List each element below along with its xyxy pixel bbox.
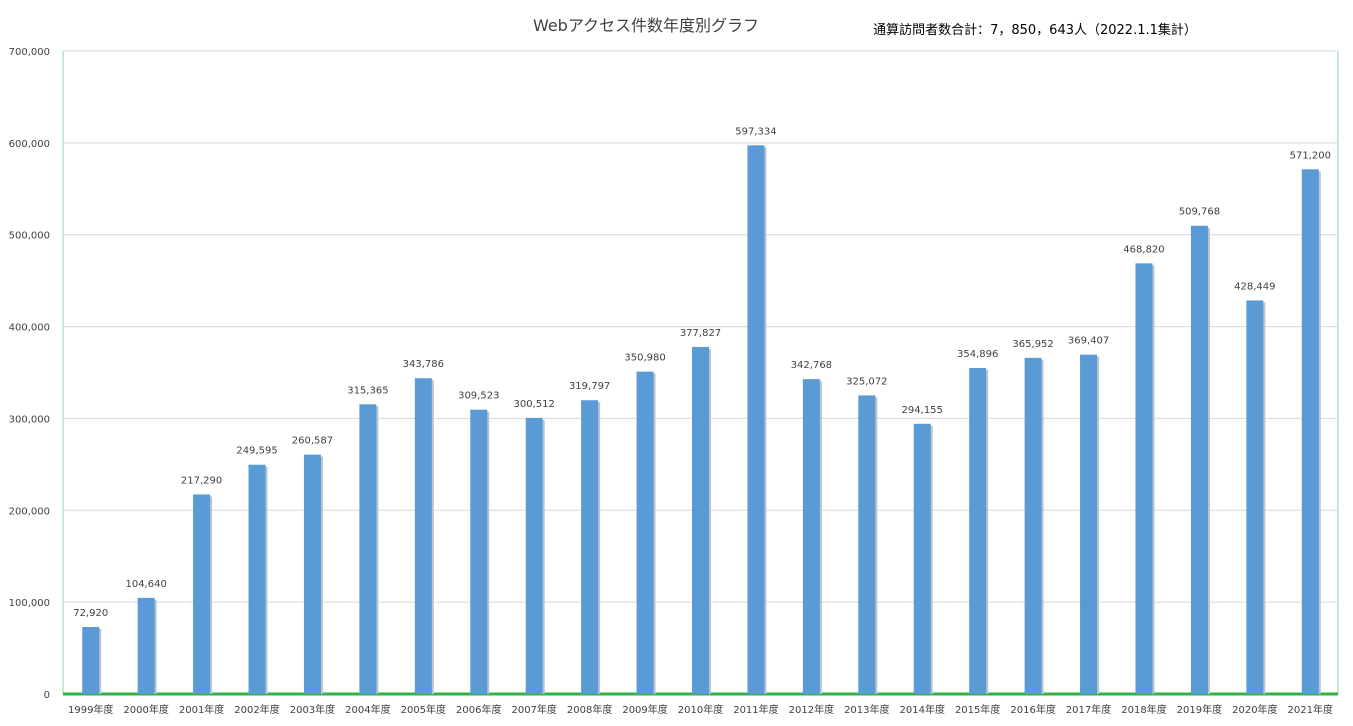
y-tick-label: 100,000 xyxy=(9,598,50,609)
y-tick-label: 0 xyxy=(44,690,50,701)
data-label: 571,200 xyxy=(1290,150,1331,161)
x-tick-label: 2016年度 xyxy=(1010,703,1055,716)
x-tick-label: 2015年度 xyxy=(955,703,1000,716)
data-label: 217,290 xyxy=(181,475,222,486)
x-tick-label: 2018年度 xyxy=(1121,703,1166,716)
bar xyxy=(1190,225,1208,694)
bar xyxy=(82,627,100,694)
x-tick-label: 2003年度 xyxy=(290,703,335,716)
data-label: 354,896 xyxy=(957,349,998,360)
bar xyxy=(747,145,765,695)
chart-title: Webアクセス件数年度別グラフ xyxy=(533,16,759,35)
x-tick-label: 2004年度 xyxy=(345,703,390,716)
bar xyxy=(1246,300,1264,694)
x-tick-label: 2009年度 xyxy=(622,703,667,716)
x-tick-label: 2014年度 xyxy=(900,703,945,716)
bar xyxy=(1024,357,1042,694)
bar xyxy=(525,417,543,694)
x-tick-label: 2019年度 xyxy=(1177,703,1222,716)
data-label: 309,523 xyxy=(458,391,499,402)
data-label: 260,587 xyxy=(292,436,333,447)
bar xyxy=(470,409,488,694)
y-tick-label: 700,000 xyxy=(9,47,50,58)
bar xyxy=(913,423,931,694)
bar xyxy=(359,404,377,694)
x-tick-label: 2012年度 xyxy=(789,703,834,716)
data-label: 315,365 xyxy=(347,385,388,396)
data-label: 249,595 xyxy=(236,446,277,457)
bar xyxy=(1301,169,1319,694)
bar xyxy=(1080,354,1098,694)
bar xyxy=(802,379,820,694)
data-label: 509,768 xyxy=(1179,207,1220,218)
data-label: 342,768 xyxy=(791,360,832,371)
data-label: 294,155 xyxy=(902,405,943,416)
y-tick-label: 300,000 xyxy=(9,414,50,425)
y-tick-label: 500,000 xyxy=(9,231,50,242)
bar xyxy=(636,371,654,694)
bar xyxy=(414,378,432,694)
x-axis-ticks: 1999年度 2000年度 2001年度 2002年度 2003年度 2004年度 2005… xyxy=(68,703,1333,716)
data-label: 597,334 xyxy=(735,126,776,137)
x-tick-label: 1999年度 xyxy=(68,703,113,716)
bar xyxy=(692,346,709,694)
bars xyxy=(82,145,1321,695)
x-tick-label: 2002年度 xyxy=(234,703,279,716)
x-tick-label: 2006年度 xyxy=(456,703,501,716)
data-label: 428,449 xyxy=(1234,281,1275,292)
x-tick-label: 2001年度 xyxy=(179,703,224,716)
y-axis-ticks: 0 100,000 200,000 300,000 400,000 500,000 600,… xyxy=(9,47,50,701)
data-label: 104,640 xyxy=(125,579,166,590)
data-label: 72,920 xyxy=(73,608,108,619)
x-tick-label: 2005年度 xyxy=(401,703,446,716)
bar xyxy=(581,400,599,694)
total-visitors-annotation: 通算訪問者数合計：7，850，643人（2022.1.1集計） xyxy=(873,22,1197,38)
bar xyxy=(193,494,211,694)
data-label: 468,820 xyxy=(1123,244,1164,255)
x-tick-label: 2000年度 xyxy=(123,703,168,716)
data-label: 300,512 xyxy=(514,399,555,410)
data-label: 350,980 xyxy=(624,353,665,364)
bar xyxy=(137,597,155,694)
x-tick-label: 2008年度 xyxy=(567,703,612,716)
data-labels: 72,920 104,640 217,290 249,595 260,587 315,36… xyxy=(73,126,1331,619)
bar xyxy=(969,368,987,694)
x-tick-label: 2020年度 xyxy=(1232,703,1277,716)
y-tick-label: 400,000 xyxy=(9,323,50,334)
x-tick-label: 2017年度 xyxy=(1066,703,1111,716)
x-tick-label: 2021年度 xyxy=(1288,703,1333,716)
x-tick-label: 2013年度 xyxy=(844,703,889,716)
data-label: 377,827 xyxy=(680,328,721,339)
x-tick-label: 2011年度 xyxy=(733,703,778,716)
data-label: 319,797 xyxy=(569,381,610,392)
bar xyxy=(248,464,266,694)
data-label: 325,072 xyxy=(846,376,887,387)
bar xyxy=(303,454,321,694)
data-label: 343,786 xyxy=(403,359,444,370)
data-label: 369,407 xyxy=(1068,336,1109,347)
y-tick-label: 600,000 xyxy=(9,139,50,150)
bar xyxy=(1135,263,1153,694)
data-label: 365,952 xyxy=(1012,339,1053,350)
x-tick-label: 2010年度 xyxy=(678,703,723,716)
bar xyxy=(858,395,876,694)
y-tick-label: 200,000 xyxy=(9,506,50,517)
x-tick-label: 2007年度 xyxy=(511,703,556,716)
